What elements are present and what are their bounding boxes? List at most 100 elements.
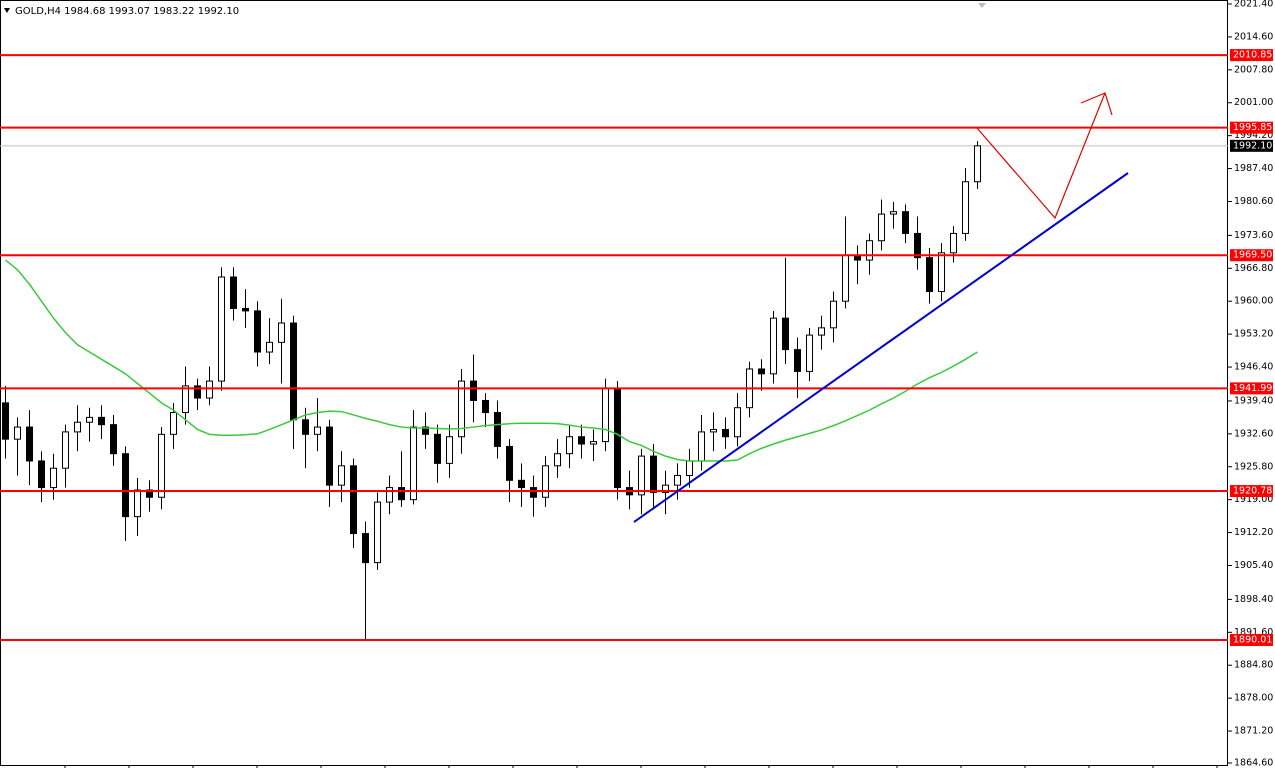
- candle-body: [50, 467, 57, 489]
- candle-body: [782, 317, 789, 351]
- candle-body: [374, 501, 381, 564]
- plot-area: [0, 54, 1228, 642]
- candle-body: [266, 341, 273, 353]
- level-box: [1230, 121, 1273, 134]
- candle-body: [554, 453, 561, 467]
- trend-line: [633, 172, 1129, 523]
- candle-body: [758, 368, 765, 375]
- candle-body: [434, 433, 441, 464]
- level-label: 2010.85: [1233, 50, 1272, 61]
- candle-body: [878, 213, 885, 242]
- candle-body: [422, 426, 429, 435]
- candle-body: [74, 421, 81, 433]
- candle-body: [890, 211, 897, 215]
- candle-body: [290, 322, 297, 421]
- y-tick-label: 1925.80: [1234, 461, 1273, 472]
- candle-body: [686, 460, 693, 476]
- candle-body: [230, 276, 237, 309]
- candle-body: [350, 465, 357, 535]
- y-tick-label: 1966.80: [1234, 263, 1273, 274]
- candle-body: [806, 334, 813, 372]
- scroll-marker: [978, 3, 986, 8]
- candle-body: [710, 428, 717, 433]
- candle-body: [158, 433, 165, 498]
- candle-body: [698, 431, 705, 462]
- candle-body: [650, 455, 657, 493]
- y-tick-label: 1878.00: [1234, 693, 1273, 704]
- candle-body: [362, 533, 369, 564]
- candle-body: [122, 453, 129, 518]
- price-axis: 2021.40 2014.60 2007.80 2001.00 1994.20 1987.…: [64, 0, 1273, 768]
- y-tick-label: 1932.60: [1234, 428, 1273, 439]
- menu-arrow: [4, 8, 10, 13]
- candle-body: [518, 479, 525, 489]
- last-price-label: 1992.10: [1233, 140, 1272, 151]
- candle-body: [506, 445, 513, 481]
- candle-body: [602, 387, 609, 443]
- level-box: [1230, 49, 1273, 62]
- candle-body: [590, 441, 597, 445]
- level-label: 1890.01: [1233, 635, 1272, 646]
- level-label: 1995.85: [1233, 122, 1272, 133]
- y-tick-label: 1898.40: [1234, 594, 1273, 605]
- level-label: 1920.78: [1233, 486, 1272, 497]
- candle-body: [98, 416, 105, 426]
- forecast-path: [976, 92, 1106, 220]
- candle-body: [770, 317, 777, 375]
- candle-body: [674, 474, 681, 486]
- y-tick-label: 1871.20: [1234, 726, 1273, 737]
- candle-body: [722, 428, 729, 438]
- candle-body: [62, 431, 69, 469]
- level-box: [1230, 382, 1273, 395]
- candle-body: [398, 487, 405, 501]
- y-tick-label: 1864.60: [1234, 758, 1273, 768]
- candle-body: [302, 419, 309, 435]
- candle-body: [542, 465, 549, 498]
- y-tick-label: 1960.00: [1234, 296, 1273, 307]
- candle-body: [842, 254, 849, 302]
- candle-body: [914, 232, 921, 259]
- candle-body: [866, 240, 873, 261]
- level-box: [1230, 249, 1273, 262]
- y-tick-label: 2021.40: [1234, 0, 1273, 10]
- y-tick-label: 1980.60: [1234, 196, 1273, 207]
- y-tick-label: 1884.80: [1234, 660, 1273, 671]
- candle-body: [86, 416, 93, 423]
- y-tick-label: 1987.40: [1234, 163, 1273, 174]
- y-tick-label: 1919.00: [1234, 494, 1273, 505]
- candle-body: [950, 232, 957, 254]
- candle-body: [2, 402, 9, 440]
- y-tick-label: 1946.40: [1234, 362, 1273, 373]
- y-tick-label: 2014.60: [1234, 31, 1273, 42]
- candle-body: [446, 436, 453, 464]
- candle-body: [146, 489, 153, 498]
- candle-body: [482, 399, 489, 414]
- candle-body: [254, 310, 261, 353]
- last-price-box: [1230, 139, 1273, 152]
- candle-body: [494, 412, 501, 447]
- y-tick-label: 2007.80: [1234, 64, 1273, 75]
- candle-body: [314, 426, 321, 435]
- candle-body: [110, 424, 117, 455]
- y-tick-label: 1994.20: [1234, 130, 1273, 141]
- y-tick-label: 1973.60: [1234, 230, 1273, 241]
- candle-body: [26, 426, 33, 462]
- candle-body: [170, 412, 177, 435]
- candle-body: [926, 257, 933, 293]
- candle-body: [218, 276, 225, 382]
- candle-body: [818, 327, 825, 336]
- level-box: [1230, 634, 1273, 647]
- candle-body: [14, 426, 21, 440]
- candle-body: [206, 380, 213, 399]
- forecast-arrowhead: [1080, 92, 1113, 116]
- plot-frame: [0, 0, 1228, 766]
- candle-body: [458, 380, 465, 438]
- y-tick-label: 1905.40: [1234, 560, 1273, 571]
- candle-body: [614, 387, 621, 489]
- candle-body: [902, 211, 909, 234]
- candle-body: [662, 484, 669, 493]
- candle-body: [938, 252, 945, 293]
- candle-body: [242, 307, 249, 312]
- candle-body: [38, 460, 45, 489]
